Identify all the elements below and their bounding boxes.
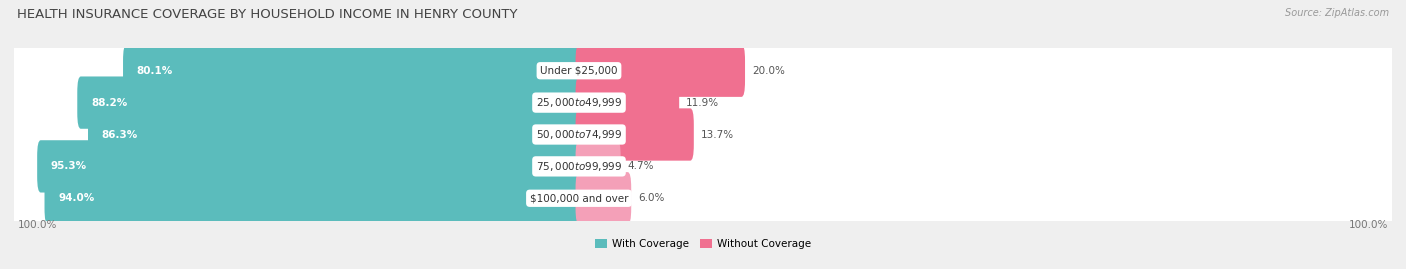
Text: $25,000 to $49,999: $25,000 to $49,999 <box>536 96 621 109</box>
FancyBboxPatch shape <box>124 45 582 97</box>
Text: 95.3%: 95.3% <box>51 161 87 171</box>
FancyBboxPatch shape <box>13 34 1393 107</box>
FancyBboxPatch shape <box>13 162 1393 235</box>
FancyBboxPatch shape <box>89 108 582 161</box>
Legend: With Coverage, Without Coverage: With Coverage, Without Coverage <box>591 235 815 253</box>
Text: 4.7%: 4.7% <box>627 161 654 171</box>
Text: 20.0%: 20.0% <box>752 66 785 76</box>
FancyBboxPatch shape <box>45 172 582 224</box>
FancyBboxPatch shape <box>575 76 679 129</box>
Text: 86.3%: 86.3% <box>101 129 138 140</box>
Text: 100.0%: 100.0% <box>17 220 56 230</box>
FancyBboxPatch shape <box>575 108 693 161</box>
FancyBboxPatch shape <box>13 130 1393 203</box>
Text: 80.1%: 80.1% <box>136 66 173 76</box>
FancyBboxPatch shape <box>37 140 582 193</box>
FancyBboxPatch shape <box>575 45 745 97</box>
Text: 88.2%: 88.2% <box>91 98 128 108</box>
Text: 100.0%: 100.0% <box>1350 220 1389 230</box>
Text: Source: ZipAtlas.com: Source: ZipAtlas.com <box>1285 8 1389 18</box>
FancyBboxPatch shape <box>13 66 1393 139</box>
Text: $50,000 to $74,999: $50,000 to $74,999 <box>536 128 621 141</box>
Text: HEALTH INSURANCE COVERAGE BY HOUSEHOLD INCOME IN HENRY COUNTY: HEALTH INSURANCE COVERAGE BY HOUSEHOLD I… <box>17 8 517 21</box>
Text: 94.0%: 94.0% <box>58 193 94 203</box>
FancyBboxPatch shape <box>13 98 1393 171</box>
Text: 6.0%: 6.0% <box>638 193 665 203</box>
Text: 11.9%: 11.9% <box>686 98 720 108</box>
FancyBboxPatch shape <box>575 172 631 224</box>
FancyBboxPatch shape <box>77 76 582 129</box>
Text: $75,000 to $99,999: $75,000 to $99,999 <box>536 160 621 173</box>
Text: 13.7%: 13.7% <box>700 129 734 140</box>
Text: $100,000 and over: $100,000 and over <box>530 193 628 203</box>
Text: Under $25,000: Under $25,000 <box>540 66 617 76</box>
FancyBboxPatch shape <box>575 140 620 193</box>
